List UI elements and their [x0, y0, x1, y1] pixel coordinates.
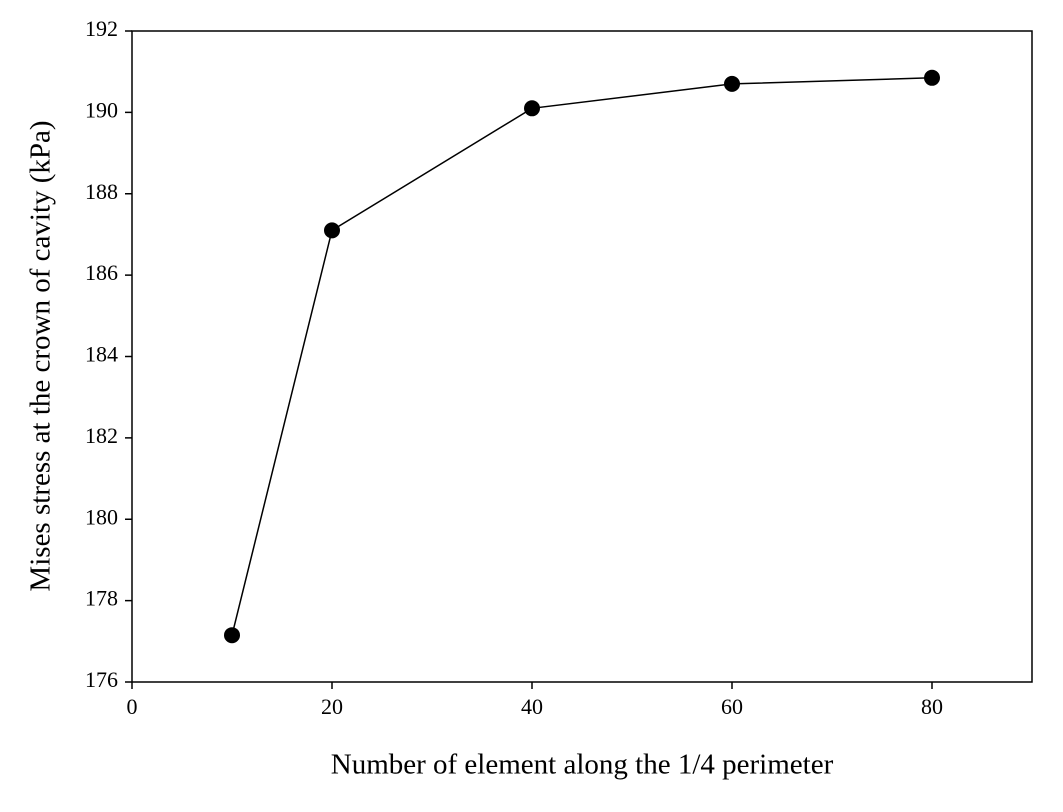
- y-tick-label: 182: [85, 423, 118, 448]
- data-point: [224, 627, 240, 644]
- y-tick-label: 184: [85, 342, 118, 367]
- y-axis-label: Mises stress at the crown of cavity (kPa…: [25, 120, 57, 591]
- x-tick-label: 40: [521, 694, 543, 719]
- data-point: [724, 75, 740, 92]
- y-tick-label: 192: [85, 16, 118, 41]
- x-axis-label: Number of element along the 1/4 perimete…: [331, 749, 834, 781]
- data-point: [924, 69, 940, 86]
- plot-frame: [131, 30, 1033, 683]
- data-point: [524, 100, 540, 117]
- x-tick-label: 60: [721, 694, 743, 719]
- y-tick-label: 178: [85, 586, 118, 611]
- y-tick-label: 188: [85, 179, 118, 204]
- data-line: [231, 77, 933, 636]
- y-tick-label: 180: [85, 504, 118, 529]
- y-tick-label: 186: [85, 260, 118, 285]
- x-tick-label: 0: [127, 694, 138, 719]
- x-tick-label: 20: [321, 694, 343, 719]
- data-point: [324, 222, 340, 239]
- y-tick-label: 176: [85, 667, 118, 692]
- y-tick-label: 190: [85, 97, 118, 122]
- x-tick-label: 80: [921, 694, 943, 719]
